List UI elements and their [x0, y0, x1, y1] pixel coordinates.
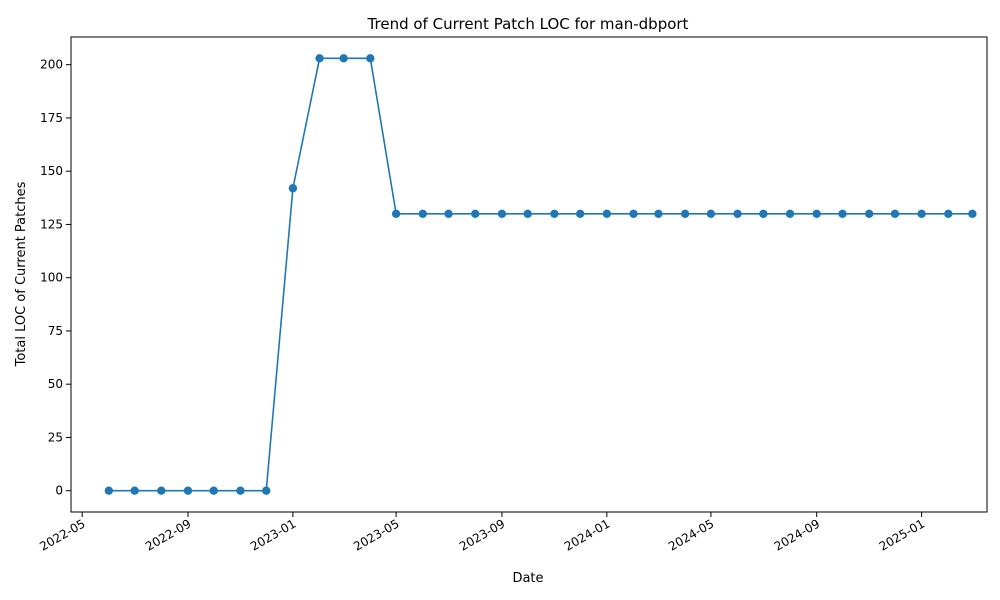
y-tick-label: 25	[48, 430, 63, 444]
y-tick-label: 150	[40, 164, 63, 178]
data-point	[733, 209, 742, 218]
chart-title: Trend of Current Patch LOC for man-dbpor…	[367, 15, 689, 33]
plot-frame	[70, 36, 988, 513]
data-point	[209, 486, 218, 495]
series-line	[108, 57, 973, 492]
data-point	[339, 54, 348, 63]
data-point	[183, 486, 193, 495]
data-point	[944, 209, 953, 218]
data-point	[602, 209, 612, 218]
data-point	[236, 486, 245, 495]
x-axis-label: Date	[512, 571, 543, 586]
data-point	[575, 209, 585, 218]
data-point	[968, 209, 977, 218]
data-point	[391, 209, 401, 218]
y-tick-label: 0	[55, 484, 63, 498]
y-tick-label: 100	[40, 271, 63, 285]
data-point	[523, 209, 532, 218]
data-point	[471, 209, 480, 218]
data-point	[315, 54, 324, 63]
y-tick-label: 125	[40, 217, 63, 231]
data-point	[838, 209, 847, 218]
y-axis-label: Total LOC of Current Patches	[14, 181, 29, 367]
y-tick-label: 75	[48, 324, 63, 338]
data-point	[366, 54, 375, 63]
data-point	[550, 209, 559, 218]
data-point	[288, 184, 298, 193]
data-point	[104, 486, 114, 495]
y-axis: 0 25 50 75 100 125 150 175 200	[40, 58, 71, 498]
series-layer	[104, 54, 977, 495]
data-point	[680, 209, 690, 218]
data-point	[418, 209, 427, 218]
data-point	[157, 486, 166, 495]
data-point	[262, 486, 271, 495]
data-point	[497, 209, 507, 218]
y-tick-label: 200	[40, 58, 63, 72]
data-point	[812, 209, 821, 218]
data-point	[864, 209, 874, 218]
y-tick-label: 175	[40, 111, 63, 125]
data-point	[785, 209, 795, 218]
y-tick-label: 50	[48, 377, 63, 391]
data-point	[917, 209, 926, 218]
data-point	[444, 209, 453, 218]
data-point	[706, 209, 716, 218]
data-point	[629, 209, 638, 218]
data-point	[759, 209, 768, 218]
data-point	[130, 486, 139, 495]
data-point	[890, 209, 900, 218]
data-point	[654, 209, 663, 218]
